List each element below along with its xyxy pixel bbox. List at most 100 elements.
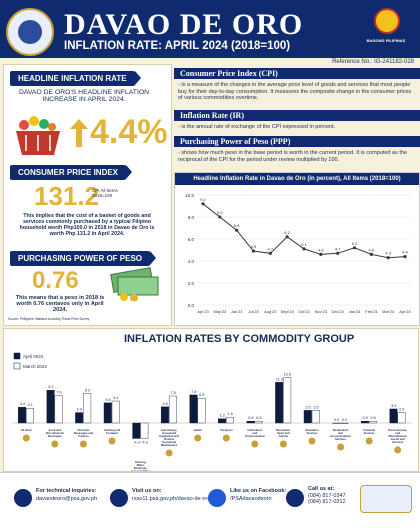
bar — [226, 417, 234, 423]
arrow-up-icon — [70, 119, 88, 147]
legend-swatch — [14, 363, 20, 369]
bar-value-label: 9.1 — [48, 385, 53, 389]
bar-value-label: 1.6 — [228, 412, 233, 416]
y-tick-label: 4.0 — [188, 259, 195, 264]
right-panel: Consumer Price Index (CPI) - is a measur… — [174, 64, 418, 324]
category-icon — [251, 441, 258, 448]
x-tick-label: Jan'24 — [349, 309, 361, 314]
bar-value-label: 4.5 — [163, 402, 168, 406]
cpi-items-label: CPI All Items 2018=100 — [92, 188, 142, 198]
shopping-basket-icon — [12, 111, 64, 159]
bar-value-label: 2.9 — [77, 408, 82, 412]
data-point — [319, 253, 322, 256]
header-banner: DAVAO DE ORO INFLATION RATE: APRIL 2024 … — [0, 0, 420, 58]
data-point — [302, 247, 305, 250]
x-tick-label: Apr'24 — [399, 309, 411, 314]
bar-value-label: 0.5 — [248, 416, 253, 420]
fb-page[interactable]: /PSAdavaodeoro — [230, 496, 272, 502]
data-label: 5.2 — [352, 241, 358, 246]
bar — [369, 421, 377, 423]
headline-chart: Headline Inflation Rate in Davao de Oro … — [174, 172, 420, 326]
x-tick-label: Feb'24 — [365, 309, 378, 314]
cpi-label: CONSUMER PRICE INDEX — [10, 165, 126, 180]
bar — [141, 423, 149, 438]
bar-value-label: 8.2 — [85, 388, 90, 392]
facebook-icon — [208, 489, 226, 507]
bar-value-label: 5.6 — [105, 398, 110, 402]
data-point — [353, 246, 356, 249]
bar — [283, 378, 291, 423]
data-label: 4.3 — [385, 251, 391, 256]
def-ppp-text: - shows how much peso in the base period… — [178, 150, 414, 163]
bar-value-label: 11.3 — [276, 377, 283, 381]
bar — [26, 408, 33, 423]
category-label: Health — [194, 428, 203, 432]
call-numbers: (084) 817-0347 (084) 817-0312 — [308, 493, 346, 505]
data-label: 4.4 — [402, 250, 408, 255]
bar — [47, 390, 55, 423]
data-label: 8.0 — [217, 210, 223, 215]
x-tick-label: Oct'23 — [298, 309, 310, 314]
bar-value-label: 4.1 — [28, 403, 33, 407]
bar-value-label: 6.9 — [199, 393, 204, 397]
x-tick-label: Sept'23 — [280, 309, 294, 314]
bagong-pilipinas-logo: BAGONG PILIPINAS — [360, 6, 412, 46]
bar — [218, 419, 226, 423]
cpi-value: 131.2 — [34, 181, 99, 212]
commodity-chart-title: INFLATION RATES BY COMMODITY GROUP — [124, 333, 354, 345]
data-point — [387, 256, 390, 259]
ppp-text: This means that a peso in 2018 is worth … — [12, 295, 108, 313]
category-icon — [309, 438, 316, 445]
data-label: 5.1 — [301, 242, 307, 247]
bar-value-label: 3.9 — [391, 404, 396, 408]
globe-icon — [110, 489, 128, 507]
visit-label: Visit us on: — [132, 488, 162, 494]
bar-value-label: -4.3 — [141, 440, 148, 444]
category-icon — [223, 435, 230, 442]
y-tick-label: 0.0 — [188, 303, 195, 308]
bar — [112, 401, 120, 423]
ppp-label: PURCHASING POWER OF PESO — [10, 251, 150, 266]
footer: For technical inquiries: davaodeoro@psa.… — [0, 472, 420, 531]
visit-url[interactable]: rsso11.psa.gov.ph/davao-de-oro — [132, 496, 210, 502]
tech-email[interactable]: davaodeoro@psa.gov.ph — [36, 496, 97, 502]
data-label: 4.9 — [251, 244, 257, 249]
data-point — [370, 253, 373, 256]
bar — [18, 407, 26, 423]
bar — [247, 421, 255, 423]
psa-logo — [6, 8, 54, 56]
bar-value-label: 7.6 — [56, 391, 61, 395]
headline-label: HEADLINE INFLATION RATE — [10, 71, 135, 86]
data-label: 6.8 — [234, 223, 240, 228]
bar — [312, 410, 320, 423]
ppp-value: 0.76 — [32, 267, 79, 295]
line-chart-svg: 0.02.04.06.08.010.09.2Apr'238.0May'236.8… — [175, 187, 419, 325]
data-label: 4.6 — [318, 247, 324, 252]
headline-text: DAVAO DE ORO'S HEADLINE INFLATION INCREA… — [14, 89, 154, 103]
bar — [198, 398, 206, 423]
x-tick-label: Nov'23 — [315, 309, 328, 314]
def-ppp-title: Purchasing Power of Peso (PPP) — [174, 136, 420, 147]
page-title: DAVAO DE ORO — [64, 8, 303, 42]
bar-value-label: 7.8 — [191, 390, 196, 394]
bar — [304, 410, 312, 423]
legend-label: April 2024 — [23, 354, 44, 359]
data-point — [269, 252, 272, 255]
bar-value-label: 3.5 — [305, 405, 310, 409]
category-icon — [109, 438, 116, 445]
headline-chart-title: Headline Inflation Rate in Davao de Oro … — [175, 173, 419, 185]
category-icon — [23, 435, 30, 442]
y-tick-label: 2.0 — [188, 281, 195, 286]
category-icon — [366, 438, 373, 445]
data-label: 4.7 — [268, 246, 274, 251]
bar — [55, 396, 63, 423]
bar-value-label: 2.9 — [399, 408, 404, 412]
left-panel: HEADLINE INFLATION RATE DAVAO DE ORO'S H… — [3, 64, 172, 326]
